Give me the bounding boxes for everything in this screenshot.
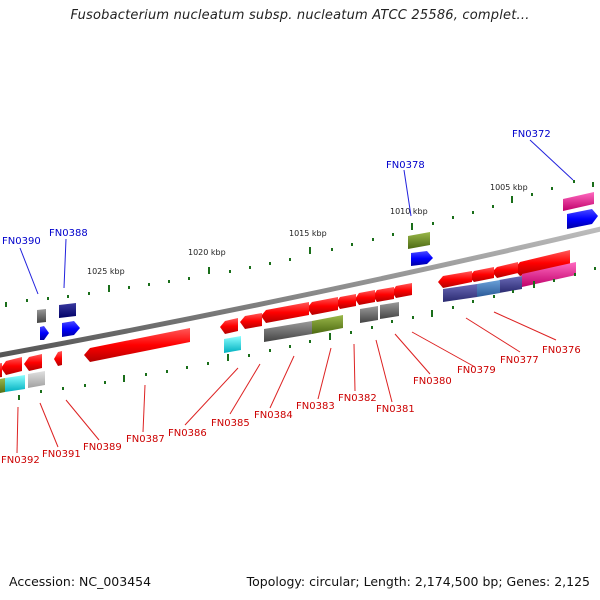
reverse-gene-labels: FN0376 FN0377 FN0379 FN0380 FN0381 FN038… [1,345,581,466]
gene-FN0389[interactable] [54,351,62,366]
gene-FN0377[interactable] [492,262,518,278]
gene-FN0387[interactable] [84,328,190,362]
gene-FN0372-top[interactable] [563,192,594,211]
gene-FN0383[interactable] [307,297,338,315]
label-FN0378[interactable]: FN0378 [386,160,425,171]
accession-text: Accession: NC_003454 [9,574,152,589]
gene-FN0379b[interactable] [438,271,472,288]
gene-FN0372[interactable] [567,209,598,229]
tick-label-1010: 1010 kbp [390,207,428,216]
genome-backbone [0,226,600,358]
forward-gene-labels: FN0372 FN0378 FN0388 FN0390 [2,129,551,247]
forward-strand-genes [37,192,598,340]
tick-label-1025: 1025 kbp [87,267,125,276]
gene-FN0384[interactable] [261,302,309,323]
gene-FN0379-dom[interactable] [477,280,500,297]
gene-FN0381-dom[interactable] [380,302,399,319]
gene-FN0380[interactable] [392,283,412,298]
gene-FN0385b[interactable] [240,313,262,329]
label-FN0383[interactable]: FN0383 [296,401,335,412]
label-FN0388[interactable]: FN0388 [49,228,88,239]
label-FN0386[interactable]: FN0386 [168,428,207,439]
gene-FN0390-top[interactable] [37,309,46,323]
gene-FN0386-dom[interactable] [224,336,241,353]
gene-FN0393-dom[interactable] [0,378,5,394]
scale-ticks-inner [18,267,596,400]
gene-FN0380-dom[interactable] [443,284,477,302]
label-FN0392[interactable]: FN0392 [1,455,40,466]
gene-FN0377b[interactable] [469,267,494,282]
gene-FN0391-dom[interactable] [28,371,45,388]
label-FN0379[interactable]: FN0379 [457,365,496,376]
label-FN0372[interactable]: FN0372 [512,129,551,140]
tick-label-1005: 1005 kbp [490,183,528,192]
gene-FN0388[interactable] [62,321,80,337]
label-FN0377[interactable]: FN0377 [500,355,539,366]
gene-FN0382[interactable] [355,290,375,305]
reverse-leaders [16,311,557,454]
label-FN0382[interactable]: FN0382 [338,393,377,404]
gene-FN0377-dom[interactable] [499,276,522,293]
gene-FN0384-dom[interactable] [264,321,312,342]
label-FN0390[interactable]: FN0390 [2,236,41,247]
map-title: Fusobacterium nucleatum subsp. nucleatum… [70,8,530,23]
gene-FN0378[interactable] [411,251,433,266]
label-FN0385[interactable]: FN0385 [211,418,250,429]
gene-FN0376[interactable] [514,250,570,276]
tick-label-1020: 1020 kbp [188,248,226,257]
gene-FN0391b[interactable] [24,354,42,371]
gene-FN0388-top[interactable] [59,303,76,318]
gene-FN0378-top[interactable] [408,232,430,249]
label-FN0389[interactable]: FN0389 [83,442,122,453]
label-FN0376[interactable]: FN0376 [542,345,581,356]
reverse-strand-genes [0,250,576,394]
gene-FN0393[interactable] [0,363,2,378]
gene-FN0392-dom[interactable] [5,375,25,392]
label-FN0391[interactable]: FN0391 [42,449,81,460]
tick-label-1015: 1015 kbp [289,229,327,238]
label-FN0380[interactable]: FN0380 [413,376,452,387]
label-FN0387[interactable]: FN0387 [126,434,165,445]
genome-summary-text: Topology: circular; Length: 2,174,500 bp… [246,574,590,589]
gene-FN0385[interactable] [220,318,238,334]
gene-FN0392b[interactable] [1,357,22,375]
label-FN0381[interactable]: FN0381 [376,404,415,415]
forward-leaders [19,139,574,295]
scale-ticks-outer [5,180,594,307]
gene-FN0390[interactable] [40,326,49,340]
scale-tick-labels: 1005 kbp 1010 kbp 1015 kbp 1020 kbp 1025… [87,183,528,276]
gene-FN0376-dom[interactable] [522,262,576,287]
gene-FN0383b[interactable] [336,294,356,309]
gene-FN0382-dom[interactable] [360,306,378,323]
label-FN0384[interactable]: FN0384 [254,410,293,421]
gene-FN0381[interactable] [373,287,394,302]
gene-FN0383-dom[interactable] [312,315,343,334]
